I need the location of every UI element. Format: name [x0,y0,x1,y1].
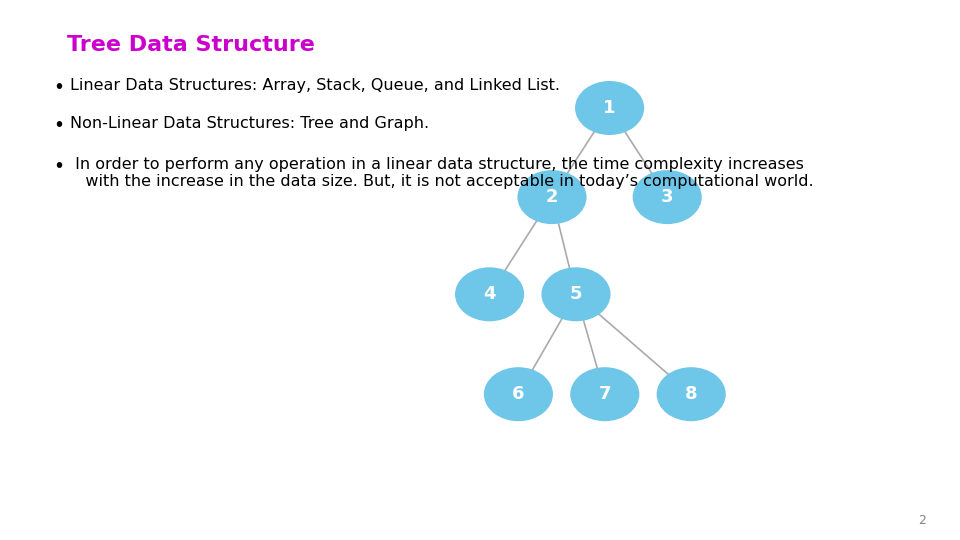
Ellipse shape [455,267,524,321]
Text: 6: 6 [512,385,525,403]
Text: 1: 1 [603,99,616,117]
Text: 4: 4 [483,285,496,303]
Text: 8: 8 [684,385,698,403]
Text: 3: 3 [660,188,674,206]
Text: •: • [53,157,64,176]
Text: •: • [53,78,64,97]
Ellipse shape [657,367,726,421]
Text: Tree Data Structure: Tree Data Structure [67,35,315,55]
Ellipse shape [541,267,611,321]
Ellipse shape [575,81,644,135]
Text: Non-Linear Data Structures: Tree and Graph.: Non-Linear Data Structures: Tree and Gra… [70,116,429,131]
Text: •: • [53,116,64,135]
Ellipse shape [633,170,702,224]
Text: Linear Data Structures: Array, Stack, Queue, and Linked List.: Linear Data Structures: Array, Stack, Qu… [70,78,560,93]
Ellipse shape [484,367,553,421]
Text: 2: 2 [545,188,559,206]
Text: 5: 5 [569,285,583,303]
Text: 2: 2 [919,514,926,526]
Ellipse shape [517,170,587,224]
Text: In order to perform any operation in a linear data structure, the time complexit: In order to perform any operation in a l… [70,157,814,189]
Ellipse shape [570,367,639,421]
Text: 7: 7 [598,385,612,403]
